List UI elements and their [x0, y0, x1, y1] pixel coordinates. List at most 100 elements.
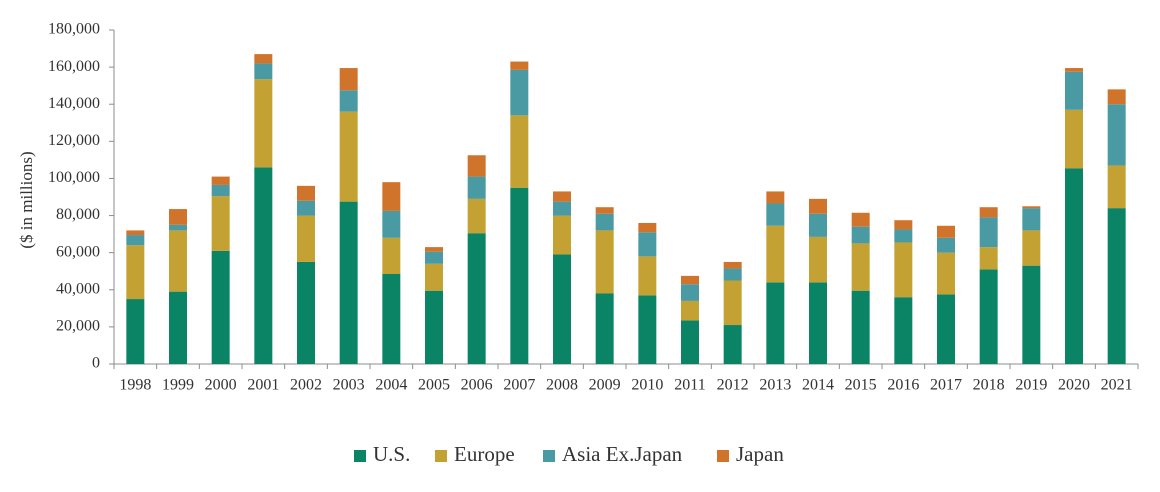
bar-segment — [211, 196, 230, 251]
legend-swatch — [543, 450, 555, 462]
bar-segment — [851, 290, 870, 364]
y-tick-label: 100,000 — [48, 169, 100, 186]
bar-segment — [382, 182, 401, 211]
bar-segment — [126, 299, 145, 364]
bar-segment — [851, 212, 870, 227]
bar-segment — [254, 54, 273, 64]
bar-segment — [510, 69, 529, 116]
bar-segment — [339, 111, 358, 202]
bar-segment — [638, 232, 657, 257]
x-tick-label: 2017 — [930, 377, 962, 394]
bar-segment — [553, 254, 571, 364]
x-tick-label: 2013 — [759, 377, 791, 394]
bar-segment — [254, 167, 273, 364]
x-tick-label: 2001 — [247, 377, 279, 394]
bar-segment — [809, 282, 827, 364]
x-tick-label: 2008 — [546, 377, 578, 394]
bar-segment — [595, 207, 614, 214]
bar-segment — [1022, 206, 1041, 209]
y-tick-label: 160,000 — [48, 58, 100, 75]
bar-segment — [766, 191, 785, 204]
bar-segment — [1107, 104, 1126, 166]
bar-segment — [126, 245, 145, 300]
legend-swatch — [354, 450, 366, 462]
bar-segment — [723, 280, 742, 326]
bar-segment — [894, 297, 913, 364]
bar-segment — [169, 224, 187, 231]
bar-segment — [553, 191, 571, 202]
y-axis-label: ($ in millions) — [17, 151, 36, 248]
bar-segment — [467, 176, 486, 199]
bar-segment — [894, 229, 913, 243]
y-tick-label: 0 — [92, 355, 100, 372]
bar-segment — [169, 230, 187, 292]
legend-label: Asia Ex.Japan — [562, 442, 683, 466]
x-tick-label: 2010 — [631, 377, 663, 394]
bar-segment — [169, 209, 187, 225]
x-tick-label: 2002 — [290, 377, 322, 394]
bar-segment — [681, 300, 699, 321]
bar-segment — [211, 184, 230, 197]
bar-segment — [766, 203, 785, 226]
bar-segment — [425, 251, 443, 264]
bar-segment — [723, 261, 742, 269]
x-tick-label: 2020 — [1058, 377, 1090, 394]
bar-segment — [297, 200, 315, 216]
bar-segment — [937, 225, 955, 238]
legend: U.S. Europe Asia Ex.Japan Japan — [354, 442, 784, 466]
y-tick-label: 20,000 — [56, 318, 100, 335]
bar-segment — [851, 226, 870, 244]
bar-segment — [979, 217, 998, 248]
bar-segment — [510, 115, 529, 188]
bar-segment — [510, 187, 529, 364]
y-tick-label: 80,000 — [56, 206, 100, 223]
legend-swatch — [717, 450, 729, 462]
x-tick-label: 2004 — [375, 377, 407, 394]
bar-segment — [937, 237, 955, 253]
y-tick-label: 120,000 — [48, 132, 100, 149]
bar-segment — [297, 215, 315, 262]
x-tick-label: 2005 — [418, 377, 450, 394]
bar-segment — [339, 68, 358, 91]
bar-segment — [894, 220, 913, 230]
bar-segment — [1107, 208, 1126, 364]
bar-segment — [894, 242, 913, 298]
x-tick-label: 2016 — [887, 377, 919, 394]
bar-segment — [937, 252, 955, 295]
bar-segment — [1022, 230, 1041, 266]
bar-segment — [979, 247, 998, 270]
bar-segment — [339, 201, 358, 364]
bar-segment — [382, 210, 401, 238]
bar-segment — [382, 274, 401, 364]
bar-segment — [1022, 208, 1041, 231]
x-tick-label: 1999 — [162, 377, 194, 394]
bar-segment — [467, 155, 486, 177]
bar-segment — [638, 222, 657, 233]
bar-segment — [979, 207, 998, 218]
bar-segment — [1065, 68, 1083, 72]
bar-segment — [1107, 165, 1126, 209]
x-tick-label: 2007 — [503, 377, 535, 394]
bar-segment — [126, 230, 145, 236]
bar-segment — [1065, 109, 1083, 169]
x-tick-label: 2009 — [589, 377, 621, 394]
bar-segment — [126, 235, 145, 246]
legend-swatch — [435, 450, 447, 462]
bar-segment — [937, 294, 955, 364]
bar-segment — [169, 291, 187, 364]
bar-segment — [510, 61, 529, 70]
bar-segment — [766, 282, 785, 364]
x-tick-label: 2000 — [205, 377, 237, 394]
bar-segment — [339, 90, 358, 112]
bar-segment — [681, 275, 699, 285]
bar-segment — [425, 263, 443, 291]
legend-label: U.S. — [373, 442, 410, 466]
x-tick-label: 2021 — [1101, 377, 1133, 394]
bar-segment — [425, 247, 443, 252]
y-tick-label: 60,000 — [56, 243, 100, 260]
bar-segment — [595, 293, 614, 364]
bar-segment — [638, 256, 657, 296]
x-tick-label: 2003 — [333, 377, 365, 394]
bar-segment — [254, 79, 273, 168]
bar-segment — [254, 63, 273, 80]
